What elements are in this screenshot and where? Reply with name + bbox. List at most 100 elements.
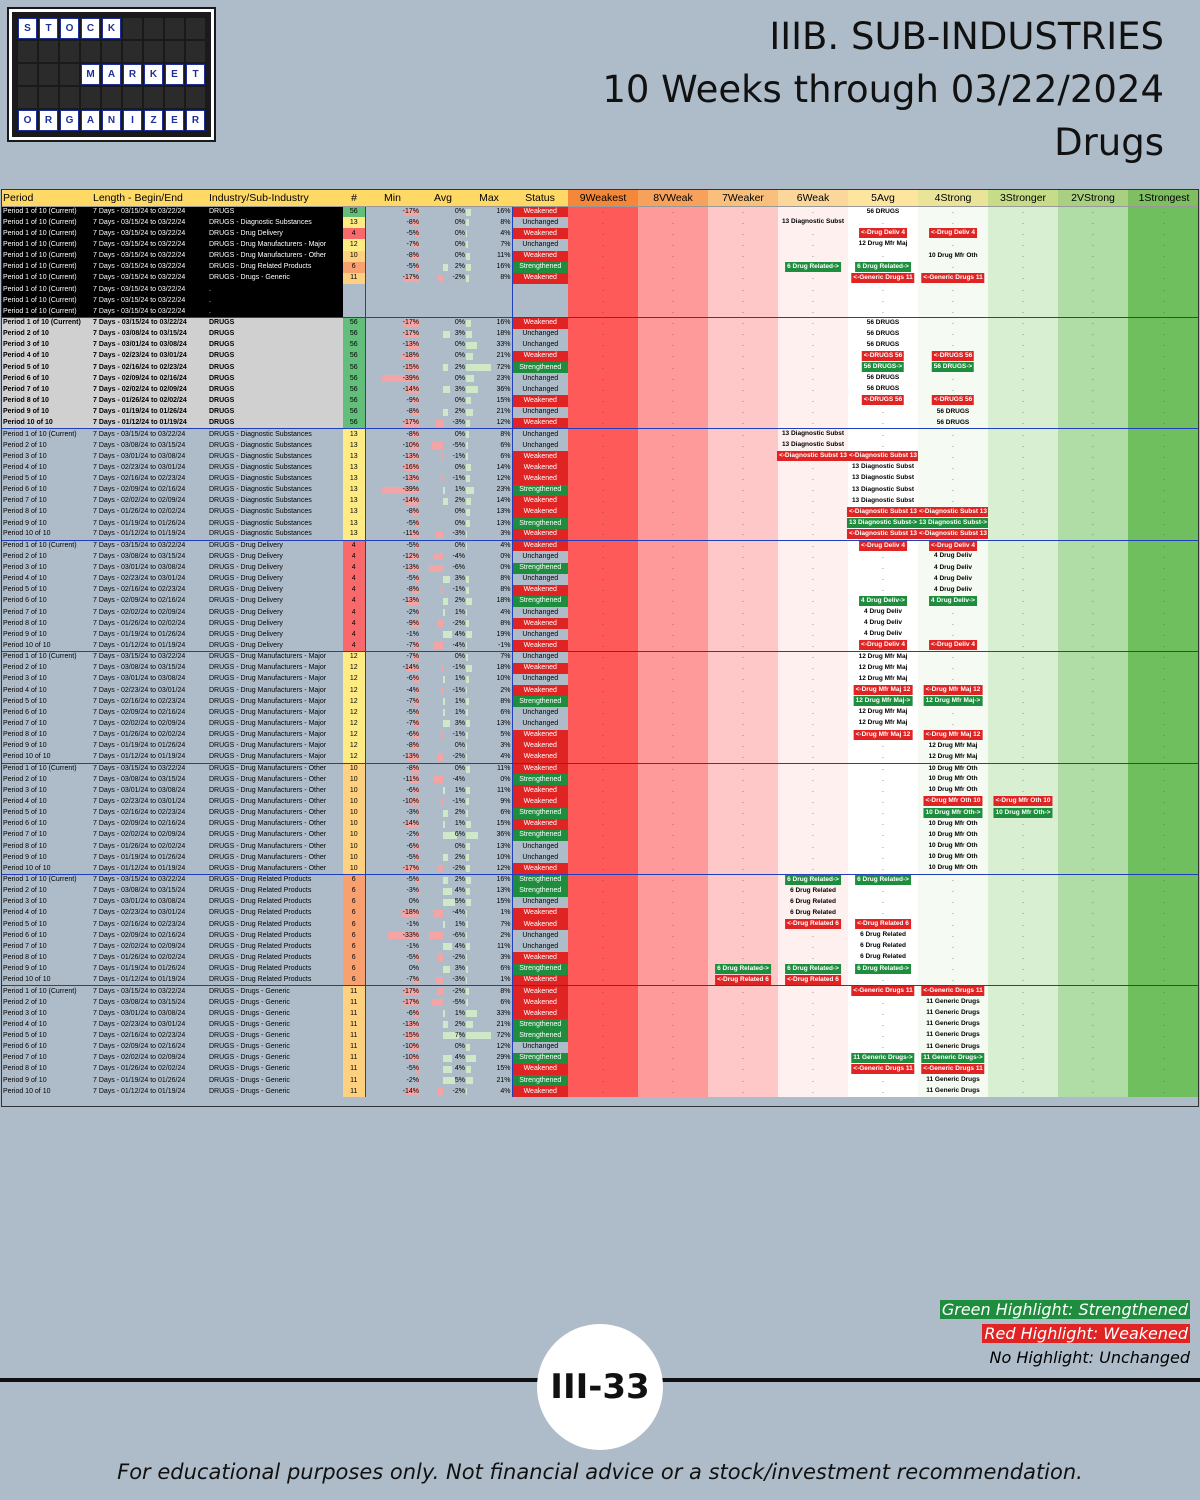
avg-cell: 0% [420,507,466,518]
max-cell: 21% [466,1019,513,1031]
min-cell: -1% [364,941,420,953]
strength-cell: . [708,829,778,842]
avg-cell: 5% [420,1075,466,1086]
strength-cell: . [1058,618,1128,630]
strength-cell: . [988,206,1058,218]
strength-cell: . [1058,439,1128,452]
industry-cell: DRUGS - Drugs - Generic [209,1054,290,1062]
strength-cell: . [1058,996,1128,1009]
avg-cell-value: 2% [454,408,465,416]
strength-cell: <-Drug Deliv 4 [848,228,918,240]
max-cell-bar [466,597,473,605]
min-cell-bar [413,642,420,650]
strength-cell: . [568,1030,638,1042]
avg-cell: 1% [420,919,466,930]
strength-cell: . [1128,829,1198,842]
min-cell-value: -17% [402,418,419,426]
max-cell-value: 33% [496,341,511,349]
avg-cell: 3% [420,329,466,340]
strength-cell: <-Drug Deliv 4 [848,539,918,552]
industry-cell: DRUGS - Drug Related Products [209,953,312,961]
strength-cell: . [848,295,918,307]
strength-cell: . [568,206,638,218]
max-cell-bar [466,219,469,227]
period-cell: Period 1 of 10 (Current) [2,428,92,440]
strength-cell: . [638,562,708,574]
strength-cell: . [568,217,638,229]
status-badge: Weakened [512,685,568,697]
table-row: Period 1 of 10 (Current) 7 Days - 03/15/2… [2,206,1198,218]
industry-cell: DRUGS - Drug Delivery [209,608,283,616]
min-cell-value: -13% [402,564,419,572]
strength-cell: . [1128,328,1198,340]
strength-cell: . [1058,539,1128,552]
min-cell-value: -17% [402,987,419,995]
strength-cell: . [1058,863,1128,875]
strength-cell: . [988,573,1058,585]
avg-cell-bar [443,597,448,605]
strength-cell: . [1128,1041,1198,1053]
avg-cell: -2% [420,752,466,763]
max-cell: 4% [466,539,513,552]
count-cell: 12 [343,673,365,686]
avg-cell-bar [429,932,443,940]
strength-cell: . [708,651,778,663]
max-cell: 18% [466,328,513,340]
table-row: Period 6 of 10 7 Days - 02/09/24 to 02/16… [2,373,1198,385]
max-cell-bar [466,954,468,962]
period-cell: Period 1 of 10 (Current) [2,316,92,329]
avg-cell-value: 4% [454,1054,465,1062]
min-cell-value: -9% [406,396,419,404]
min-cell-value: -3% [406,809,419,817]
table-row: Period 1 of 10 (Current) 7 Days - 03/15/2… [2,651,1198,663]
date-range-cell: 7 Days - 02/09/24 to 02/16/24 [93,820,186,828]
min-cell-bar [412,408,420,416]
strength-cell: . [1058,796,1128,808]
min-cell-bar [415,1065,420,1073]
count-cell: 56 [343,384,365,396]
max-cell-value: 15% [496,396,511,404]
date-range-cell: 7 Days - 03/01/24 to 03/08/24 [93,452,186,460]
strength-tag: 11 Generic Drugs [926,1009,980,1017]
date-range-cell: 7 Days - 02/02/24 to 02/09/24 [92,384,208,396]
count-cell: 56 [343,350,365,362]
strength-cell: . [708,573,778,585]
min-cell: -6% [364,841,420,853]
strength-tag: 56 DRUGS [866,318,900,326]
disclaimer: For educational purposes only. Not finan… [117,1460,1083,1484]
logo-tile: R [123,64,142,85]
strength-cell: . [568,1052,638,1064]
min-cell-bar [415,263,420,271]
strength-cell: . [988,1008,1058,1020]
avg-cell-bar [436,976,443,984]
strength-cell: . [1128,306,1198,318]
strength-cell: . [1128,885,1198,897]
strength-cell: . [988,885,1058,897]
strength-cell: . [638,517,708,530]
page-title: IIIB. SUB-INDUSTRIES 10 Weeks through 03… [602,10,1164,169]
avg-cell: 0% [420,340,466,351]
strength-cell: . [1058,952,1128,964]
legend-unchanged: No Highlight: Unchanged [989,1348,1190,1367]
strength-cell: . [988,584,1058,596]
strength-cell: . [988,417,1058,429]
logo-tile [165,87,184,108]
strength-cell: . [638,584,708,596]
strength-cell: . [1128,272,1198,284]
avg-cell: -4% [420,774,466,785]
strength-cell: . [778,841,848,853]
strength-cell: . [708,740,778,752]
status-badge: Weakened [512,996,568,1009]
strength-cell: . [1128,873,1198,886]
status-badge: Strengthened [512,595,568,608]
avg-cell-bar [443,876,448,884]
strength-cell: . [568,350,638,362]
max-cell: 6% [466,707,513,719]
table-row: Period 6 of 10 7 Days - 02/09/24 to 02/16… [2,930,1198,942]
avg-cell-value: 5% [454,1076,465,1084]
date-range-cell: 7 Days - 03/15/24 to 03/22/24 [92,272,208,284]
strength-cell: . [848,439,918,452]
strength-cell: . [1058,506,1128,518]
max-cell-bar [466,887,471,895]
date-range-cell: 7 Days - 01/12/24 to 01/19/24 [93,1087,186,1095]
